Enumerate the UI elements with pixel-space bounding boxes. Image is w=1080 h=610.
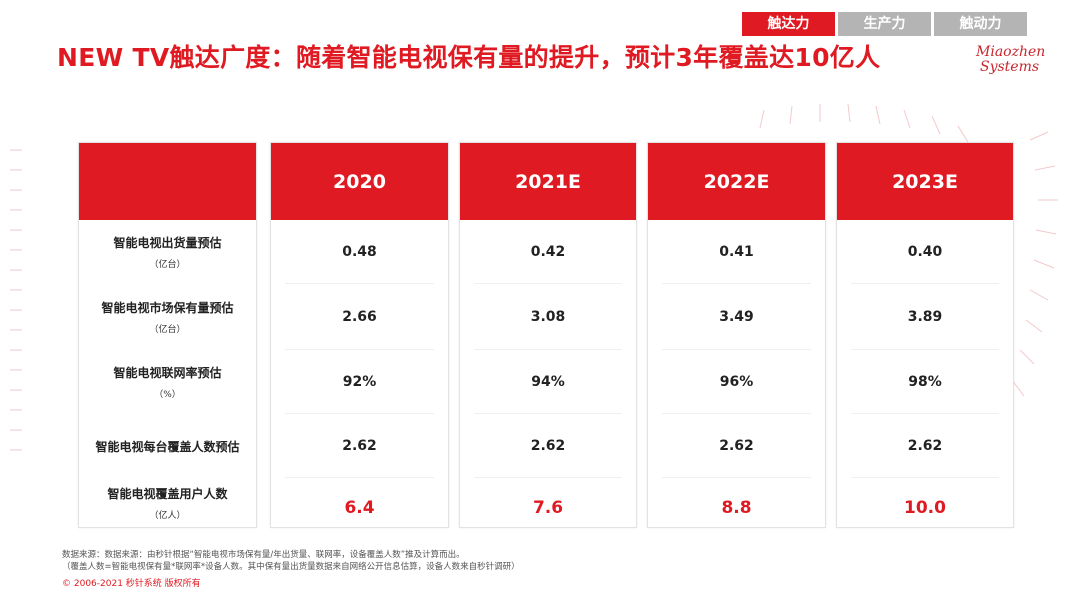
year-column-2023e: 2023E 0.40 3.89 98% 2.62 10.0 <box>836 142 1014 528</box>
cell-value: 2.62 <box>719 438 754 454</box>
table-cell: 3.49 <box>648 284 825 350</box>
row-label-shipments: 智能电视出货量预估 （亿台） <box>79 220 256 284</box>
table-cell: 6.4 <box>271 478 448 538</box>
page-title: NEW TV触达广度：随着智能电视保有量的提升，预计3年覆盖达10亿人 <box>57 43 881 72</box>
copyright: © 2006-2021 秒针系统 版权所有 <box>62 579 201 589</box>
table-cell: 96% <box>648 350 825 414</box>
row-unit: （%） <box>154 390 181 400</box>
cell-value: 3.89 <box>907 309 943 325</box>
miaozhen-logo: Miaozhen Systems <box>976 44 1046 75</box>
cell-value: 98% <box>908 374 942 390</box>
section-tabs: 触达力 生产力 触动力 <box>742 12 1027 36</box>
cell-value: 94% <box>531 374 565 390</box>
source-note-line-2: （覆盖人数=智能电视保有量*联网率*设备人数。其中保有量出货量数据来自网络公开信… <box>62 562 520 572</box>
year-column-2020: 2020 0.48 2.66 92% 2.62 6.4 <box>270 142 449 528</box>
tab-engagement[interactable]: 触动力 <box>934 12 1027 36</box>
logo-line-1: Miaozhen <box>976 44 1046 60</box>
row-label-stock: 智能电视市场保有量预估 （亿台） <box>79 284 256 350</box>
table-cell: 92% <box>271 350 448 414</box>
table-cell: 2.62 <box>271 414 448 478</box>
table-cell: 2.62 <box>460 414 636 478</box>
cell-value: 0.41 <box>719 244 754 260</box>
table-cell: 3.89 <box>837 284 1013 350</box>
row-label-coverage: 智能电视覆盖用户人数 （亿人） <box>79 478 256 528</box>
tab-productivity[interactable]: 生产力 <box>838 12 931 36</box>
row-label: 智能电视出货量预估 <box>113 236 222 250</box>
table-cell: 98% <box>837 350 1013 414</box>
cell-value: 2.66 <box>342 309 377 325</box>
table-cell: 3.08 <box>460 284 636 350</box>
row-unit: （亿台） <box>149 260 186 270</box>
year-column-2021e: 2021E 0.42 3.08 94% 2.62 7.6 <box>459 142 637 528</box>
year-header: 2021E <box>460 143 636 220</box>
logo-line-2: Systems <box>980 59 1040 75</box>
year-column-2022e: 2022E 0.41 3.49 96% 2.62 8.8 <box>647 142 826 528</box>
table-cell: 0.48 <box>271 220 448 284</box>
cell-value: 3.49 <box>719 309 754 325</box>
coverage-value: 10.0 <box>904 498 946 518</box>
cell-value: 0.48 <box>342 244 377 260</box>
cell-value: 92% <box>342 374 377 390</box>
row-label-connectivity: 智能电视联网率预估 （%） <box>79 350 256 414</box>
coverage-value: 8.8 <box>721 498 752 518</box>
row-label: 智能电视市场保有量预估 <box>101 301 234 315</box>
row-label-per-device: 智能电视每台覆盖人数预估 <box>79 414 256 478</box>
table-cell: 10.0 <box>837 478 1013 538</box>
table-cell: 0.40 <box>837 220 1013 284</box>
table-cell: 8.8 <box>648 478 825 538</box>
table-cell: 0.41 <box>648 220 825 284</box>
cell-value: 0.40 <box>907 244 943 260</box>
row-label: 智能电视联网率预估 <box>113 366 222 380</box>
table-cell: 0.42 <box>460 220 636 284</box>
cell-value: 2.62 <box>342 438 377 454</box>
cell-value: 0.42 <box>530 244 566 260</box>
cell-value: 3.08 <box>530 309 566 325</box>
table-cell: 94% <box>460 350 636 414</box>
table-cell: 2.62 <box>837 414 1013 478</box>
row-label: 智能电视覆盖用户人数 <box>107 487 228 501</box>
tab-reach[interactable]: 触达力 <box>742 12 835 36</box>
cell-value: 2.62 <box>530 438 566 454</box>
source-note-line-1: 数据来源：数据来源：由秒针根据“智能电视市场保有量/年出货量、联网率，设备覆盖人… <box>62 550 465 560</box>
coverage-value: 7.6 <box>532 498 564 518</box>
row-unit: （亿台） <box>149 325 186 335</box>
coverage-value: 6.4 <box>344 498 375 518</box>
year-header: 2020 <box>271 143 448 220</box>
source-notes: 数据来源：数据来源：由秒针根据“智能电视市场保有量/年出货量、联网率，设备覆盖人… <box>62 549 520 573</box>
cell-value: 96% <box>719 374 754 390</box>
cell-value: 2.62 <box>907 438 943 454</box>
row-unit: （亿人） <box>149 511 186 521</box>
year-header: 2022E <box>648 143 825 220</box>
row-label: 智能电视每台覆盖人数预估 <box>95 439 240 454</box>
table-label-column: 智能电视出货量预估 （亿台） 智能电视市场保有量预估 （亿台） 智能电视联网率预… <box>78 142 257 528</box>
table-cell: 2.62 <box>648 414 825 478</box>
table-cell: 2.66 <box>271 284 448 350</box>
table-cell: 7.6 <box>460 478 636 538</box>
label-column-header <box>79 143 256 220</box>
year-header: 2023E <box>837 143 1013 220</box>
